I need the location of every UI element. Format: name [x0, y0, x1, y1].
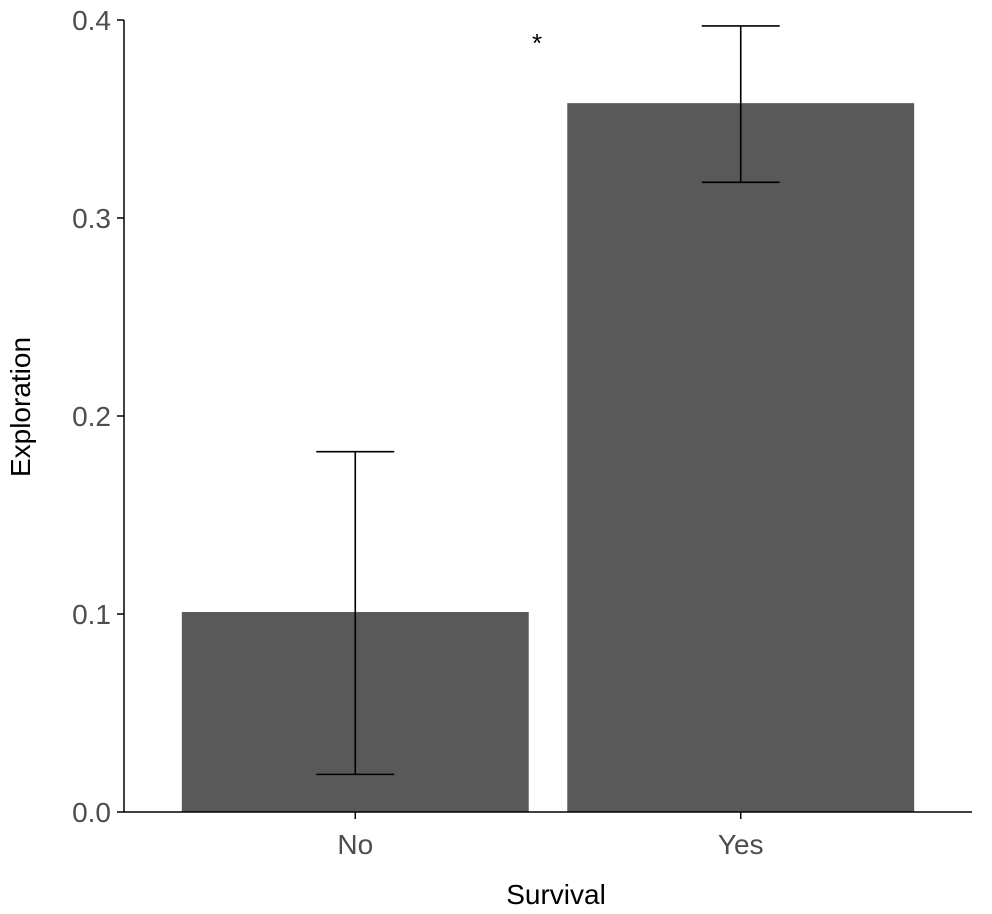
bar-yes — [567, 103, 915, 812]
x-tick-label-yes: Yes — [718, 829, 764, 860]
y-tick-label: 0.1 — [72, 599, 111, 630]
x-ticks: No Yes — [337, 812, 764, 860]
y-axis-title: Exploration — [5, 337, 36, 477]
y-ticks: 0.0 0.1 0.2 0.3 0.4 — [72, 5, 124, 828]
y-tick-label: 0.2 — [72, 401, 111, 432]
error-bar-yes — [701, 25, 780, 184]
x-axis-title: Survival — [506, 879, 606, 910]
y-tick-label: 0.4 — [72, 5, 111, 36]
y-tick-label: 0.0 — [72, 797, 111, 828]
error-bar-no — [316, 450, 395, 776]
bars-layer — [181, 103, 915, 812]
y-tick-label: 0.3 — [72, 203, 111, 234]
x-tick-label-no: No — [337, 829, 373, 860]
significance-annotation: * — [532, 28, 542, 58]
errorbars-layer — [316, 25, 780, 776]
